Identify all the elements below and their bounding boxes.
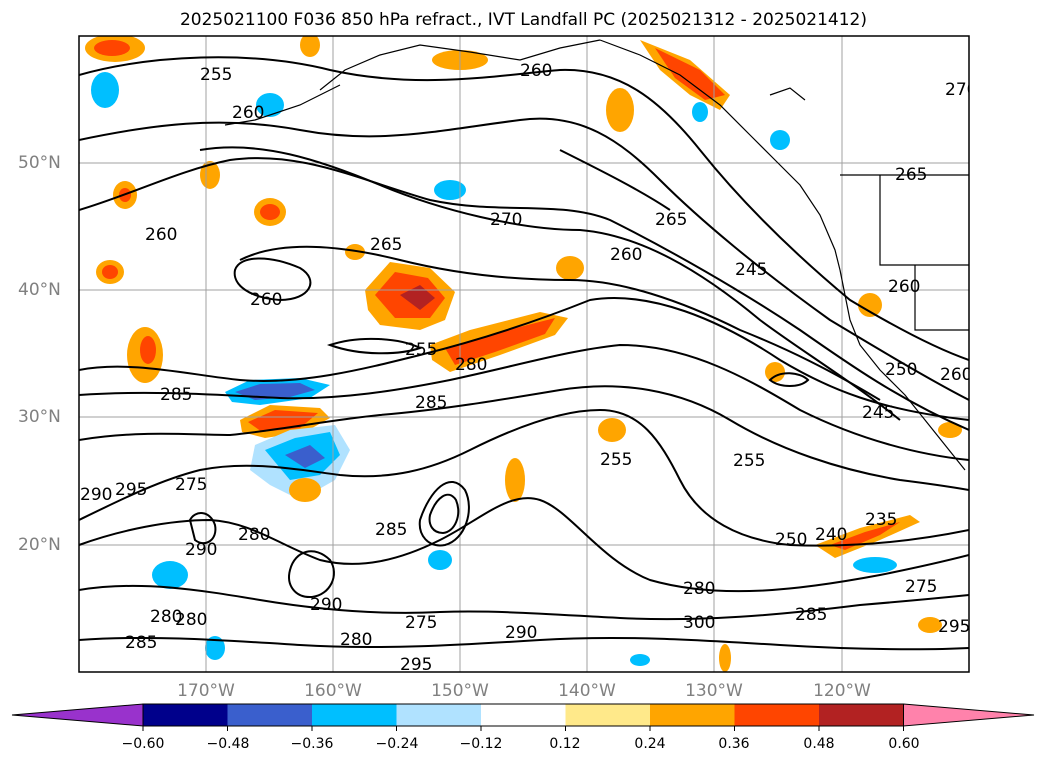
contour-label: 260 <box>888 277 920 297</box>
contour-label: 255 <box>200 65 232 85</box>
lon-label: 130°W <box>685 681 743 701</box>
contour-label: 290 <box>185 540 217 560</box>
contour-label: 275 <box>405 613 437 633</box>
colorbar-segment <box>650 704 735 726</box>
colorbar-segment <box>227 704 312 726</box>
contour-label: 295 <box>400 655 432 675</box>
lat-label: 50°N <box>18 153 61 173</box>
lon-label: 150°W <box>431 681 489 701</box>
contour-label: 250 <box>775 530 807 550</box>
map-border <box>78 35 970 673</box>
contour-label: 290 <box>80 485 112 505</box>
colorbar-segment <box>312 704 397 726</box>
contour-label: 260 <box>610 245 642 265</box>
colorbar-segment <box>143 704 228 726</box>
contour-label: 280 <box>455 355 487 375</box>
contour-label: 270 <box>945 80 977 100</box>
colorbar-tick: −0.12 <box>459 736 503 752</box>
colorbar-tick: 0.36 <box>718 736 750 752</box>
contour-label: 280 <box>683 579 715 599</box>
contour-label: 300 <box>683 613 715 633</box>
contour-label: 260 <box>145 225 177 245</box>
colorbar-segment <box>734 704 819 726</box>
lon-label: 160°W <box>304 681 362 701</box>
contour-label: 295 <box>938 617 970 637</box>
contour-label: 275 <box>905 577 937 597</box>
colorbar-tick: 0.12 <box>549 736 581 752</box>
contour-label: 265 <box>895 165 927 185</box>
contour-label: 255 <box>733 451 765 471</box>
lon-label: 170°W <box>177 681 235 701</box>
colorbar-segment <box>903 703 1035 727</box>
contour-label: 280 <box>150 607 182 627</box>
colorbar <box>11 703 1035 731</box>
colorbar-tick: −0.24 <box>375 736 419 752</box>
contour-label: 285 <box>415 393 447 413</box>
contour-label: 265 <box>655 210 687 230</box>
contour-label: 280 <box>175 610 207 630</box>
contour-label: 260 <box>232 103 264 123</box>
colorbar-segment <box>565 704 650 726</box>
contour-label: 270 <box>490 210 522 230</box>
contour-label: 295 <box>115 480 147 500</box>
contour-label: 275 <box>175 475 207 495</box>
map-title: 2025021100 F036 850 hPa refract., IVT La… <box>179 10 867 30</box>
lon-label: 120°W <box>813 681 871 701</box>
contour-label: 285 <box>375 520 407 540</box>
colorbar-tick: 0.24 <box>634 736 666 752</box>
contour-label: 240 <box>815 525 847 545</box>
lat-label: 30°N <box>18 407 61 427</box>
contour-label: 285 <box>795 605 827 625</box>
lat-label: 20°N <box>18 535 61 555</box>
colorbar-segment <box>481 704 566 726</box>
contour-lines <box>79 56 969 651</box>
contour-label: 290 <box>505 623 537 643</box>
lon-label: 140°W <box>558 681 616 701</box>
contour-label: 250 <box>885 360 917 380</box>
contour-labels: 255 260 260 270 265 260 260 265 260 245 … <box>80 61 977 675</box>
contour-label: 265 <box>370 235 402 255</box>
gridlines <box>79 36 969 672</box>
colorbar-frame <box>142 703 904 727</box>
map-area <box>79 36 969 672</box>
contour-label: 245 <box>862 403 894 423</box>
contour-label: 260 <box>520 61 552 81</box>
contour-label: 245 <box>735 260 767 280</box>
shading-layer <box>85 36 962 672</box>
contour-label: 285 <box>125 633 157 653</box>
colorbar-tick: −0.48 <box>206 736 250 752</box>
contour-label: 260 <box>940 365 972 385</box>
lat-label: 40°N <box>18 280 61 300</box>
contour-label: 290 <box>310 595 342 615</box>
contour-label: 280 <box>238 525 270 545</box>
colorbar-tick: −0.36 <box>290 736 334 752</box>
contour-label: 235 <box>865 510 897 530</box>
colorbar-segment <box>396 704 481 726</box>
contour-label: 255 <box>405 340 437 360</box>
colorbar-tick: −0.60 <box>121 736 165 752</box>
colorbar-tick: 0.60 <box>888 736 920 752</box>
contour-label: 260 <box>250 290 282 310</box>
contour-label: 285 <box>160 385 192 405</box>
contour-label: 280 <box>340 630 372 650</box>
coastlines <box>224 39 969 471</box>
colorbar-segment <box>819 704 904 726</box>
colorbar-segment <box>11 703 144 727</box>
colorbar-tick: 0.48 <box>803 736 835 752</box>
contour-label: 255 <box>600 450 632 470</box>
